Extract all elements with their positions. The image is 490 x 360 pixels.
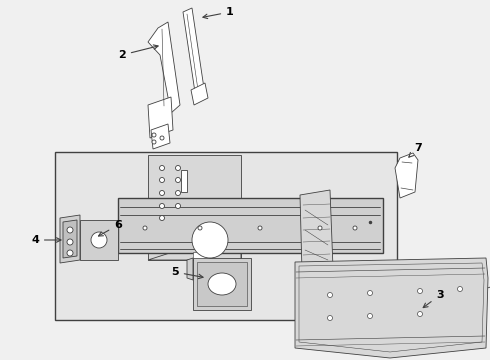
Polygon shape — [148, 22, 180, 113]
Polygon shape — [295, 258, 488, 358]
Text: 2: 2 — [118, 45, 158, 60]
Circle shape — [318, 226, 322, 230]
Circle shape — [152, 133, 156, 137]
Polygon shape — [193, 252, 209, 258]
Polygon shape — [63, 220, 77, 258]
Bar — [55, 152, 397, 320]
Circle shape — [152, 140, 156, 144]
Circle shape — [417, 311, 422, 316]
Circle shape — [198, 226, 202, 230]
Circle shape — [258, 226, 262, 230]
Circle shape — [417, 288, 422, 293]
Circle shape — [458, 287, 463, 292]
Circle shape — [327, 315, 333, 320]
Circle shape — [353, 226, 357, 230]
Bar — [181, 170, 187, 192]
Bar — [162, 210, 170, 218]
Circle shape — [192, 222, 228, 258]
Circle shape — [368, 314, 372, 319]
Circle shape — [160, 166, 165, 171]
Circle shape — [160, 190, 165, 195]
Circle shape — [143, 226, 147, 230]
Polygon shape — [183, 8, 205, 99]
Circle shape — [175, 190, 180, 195]
Polygon shape — [151, 124, 170, 149]
Text: 4: 4 — [31, 235, 61, 245]
Text: 7: 7 — [409, 143, 422, 157]
Ellipse shape — [208, 273, 236, 295]
Circle shape — [175, 203, 180, 208]
Polygon shape — [148, 230, 241, 260]
Bar — [193, 258, 251, 310]
Text: 6: 6 — [98, 220, 122, 236]
Circle shape — [160, 216, 165, 220]
Bar — [197, 262, 247, 306]
Polygon shape — [191, 83, 208, 105]
Circle shape — [67, 227, 73, 233]
Circle shape — [175, 177, 180, 183]
Circle shape — [67, 250, 73, 256]
Polygon shape — [187, 258, 193, 280]
Text: 1: 1 — [203, 7, 234, 19]
Polygon shape — [60, 215, 80, 263]
Circle shape — [327, 292, 333, 297]
Bar — [118, 198, 383, 253]
Polygon shape — [148, 97, 173, 138]
Polygon shape — [395, 153, 418, 198]
Circle shape — [368, 291, 372, 296]
Circle shape — [91, 232, 107, 248]
Text: 3: 3 — [423, 290, 444, 307]
Polygon shape — [300, 190, 333, 272]
Bar — [80, 220, 118, 260]
Circle shape — [67, 239, 73, 245]
Bar — [148, 155, 241, 260]
Circle shape — [160, 136, 164, 140]
Circle shape — [175, 166, 180, 171]
Circle shape — [160, 203, 165, 208]
Circle shape — [160, 177, 165, 183]
Text: 5: 5 — [171, 267, 203, 279]
